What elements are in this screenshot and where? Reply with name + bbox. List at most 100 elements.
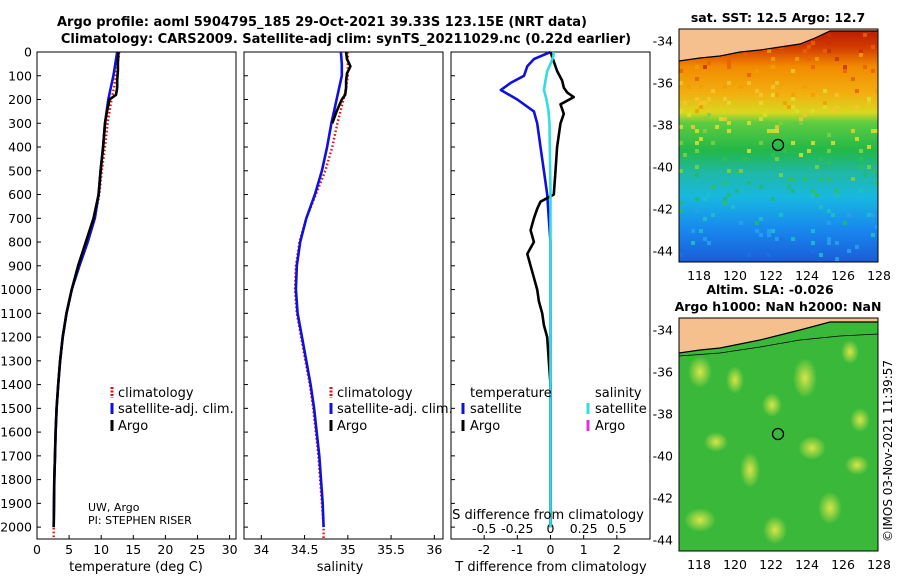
x-tick-label: 35 — [340, 542, 356, 557]
lon-tick-label: 122 — [759, 268, 783, 283]
lat-tick-label: -34 — [653, 34, 673, 49]
sst-land — [679, 29, 878, 61]
x-tick-label: 30 — [222, 542, 238, 557]
legend-label-argo: Argo — [118, 419, 148, 434]
temperature-axis-label: temperature (deg C) — [69, 560, 203, 575]
series-temperature-argo — [525, 51, 576, 528]
depth-axis: 0 100 200 300 400 500 600 700 800 900 1000 1100 1200… — [0, 45, 455, 535]
legend-header-temperature: temperature — [470, 386, 552, 401]
salinity-panel — [243, 51, 444, 540]
salinity-axis-label: salinity — [317, 560, 364, 575]
t-difference-axis-label: T difference from climatology — [454, 560, 647, 575]
lon-tick-label: 118 — [687, 268, 711, 283]
series-salinity-satellite — [542, 51, 556, 528]
sst-map-title: sat. SST: 12.5 Argo: 12.7 — [691, 10, 865, 25]
depth-tick-label: 0 — [24, 45, 32, 60]
depth-tick-label: 200 — [8, 92, 32, 107]
x-top-tick-label: -0.25 — [501, 521, 533, 536]
sla-map — [679, 318, 878, 551]
lon-tick-label: 124 — [795, 268, 819, 283]
depth-tick-label: 1400 — [0, 377, 32, 392]
lon-tick-label: 126 — [831, 268, 855, 283]
lat-tick-label: -38 — [653, 118, 673, 133]
difference-plot: -2 -1 0 1 2 -0.5 -0.25 0 0.25 0.5 — [472, 50, 627, 557]
temperature-panel — [36, 51, 237, 540]
sla-map-axes: -34 -36 -38 -40 -42 -44 118 120 122 124 126 128 — [653, 323, 891, 573]
credit-line1: UW, Argo — [88, 501, 140, 514]
lat-tick-label: -36 — [653, 365, 673, 380]
x-tick-label: 10 — [93, 542, 109, 557]
lat-tick-label: -44 — [653, 244, 673, 259]
series-argo — [331, 51, 352, 124]
depth-tick-label: 900 — [8, 258, 32, 273]
lon-tick-label: 118 — [687, 557, 711, 572]
legend-label-climatology: climatology — [118, 386, 194, 401]
lon-tick-label: 128 — [867, 557, 891, 572]
temperature-legend: climatology satellite-adj. clim. Argo — [110, 386, 234, 434]
legend-label-temp-argo: Argo — [470, 419, 500, 434]
depth-tick-label: 400 — [8, 140, 32, 155]
legend-label-satellite: satellite-adj. clim. — [118, 402, 234, 417]
depth-tick-label: 1700 — [0, 448, 32, 463]
difference-legend: temperature salinity satellite Argo sate… — [461, 386, 647, 434]
sla-argo-marker — [771, 427, 785, 441]
x-tick-label: 0 — [547, 542, 555, 557]
x-top-tick-label: 0 — [547, 521, 555, 536]
lon-tick-label: 122 — [759, 557, 783, 572]
sla-map-title-line2: Argo h1000: NaN h2000: NaN — [675, 299, 882, 314]
series-temperature-satellite — [499, 50, 552, 528]
x-top-tick-label: -0.5 — [472, 521, 496, 536]
x-tick-label: 0 — [33, 542, 41, 557]
x-tick-label: 25 — [190, 542, 206, 557]
depth-tick-label: 1100 — [0, 306, 32, 321]
depth-tick-label: 1600 — [0, 425, 32, 440]
series-climatology — [52, 51, 121, 539]
depth-tick-label: 1300 — [0, 353, 32, 368]
legend-label-sal-satellite: satellite — [595, 402, 647, 417]
x-tick-label: 35.5 — [377, 542, 405, 557]
sla-land — [679, 318, 878, 353]
depth-tick-label: 1500 — [0, 401, 32, 416]
lat-tick-label: -36 — [653, 76, 673, 91]
series-satellite-adj-clim- — [294, 51, 344, 528]
lon-tick-label: 128 — [867, 268, 891, 283]
credit-line2: PI: STEPHEN RISER — [88, 514, 192, 527]
lon-tick-label: 126 — [831, 557, 855, 572]
x-tick-label: -2 — [478, 542, 490, 557]
depth-tick-label: 800 — [8, 235, 32, 250]
x-top-tick-label: 0.25 — [570, 521, 598, 536]
lat-tick-label: -34 — [653, 323, 673, 338]
x-tick-label: 2 — [613, 542, 621, 557]
x-top-tick-label: 0.5 — [607, 521, 627, 536]
figure-title-line2: Climatology: CARS2009. Satellite-adj cli… — [61, 32, 631, 47]
x-tick-label: 34 — [253, 542, 269, 557]
lat-tick-label: -40 — [653, 449, 673, 464]
timestamp: ©IMOS 03-Nov-2021 11:39:57 — [881, 360, 895, 542]
x-tick-label: 36 — [426, 542, 442, 557]
salinity-legend: climatology satellite-adj. clim. Argo — [329, 386, 453, 434]
series-climatology — [293, 52, 349, 539]
depth-tick-label: 1200 — [0, 330, 32, 345]
legend-label-climatology: climatology — [337, 386, 413, 401]
salinity-plot: 34 34.5 35 35.5 36 — [253, 51, 442, 557]
depth-tick-label: 300 — [8, 116, 32, 131]
lon-tick-label: 120 — [723, 268, 747, 283]
lat-tick-label: -40 — [653, 160, 673, 175]
sst-argo-marker — [771, 138, 785, 152]
depth-tick-label: 1900 — [0, 496, 32, 511]
series-argo — [52, 51, 120, 528]
depth-tick-label: 1800 — [0, 472, 32, 487]
legend-label-sal-argo: Argo — [595, 419, 625, 434]
depth-tick-label: 500 — [8, 163, 32, 178]
x-tick-label: 15 — [125, 542, 141, 557]
legend-label-satellite: satellite-adj. clim. — [337, 402, 453, 417]
sla-map-title-line1: Altim. SLA: -0.026 — [706, 282, 834, 297]
depth-tick-label: 2000 — [0, 520, 32, 535]
legend-header-salinity: salinity — [595, 386, 642, 401]
depth-tick-label: 100 — [8, 68, 32, 83]
x-tick-label: 20 — [157, 542, 173, 557]
sst-map — [679, 29, 878, 262]
lon-tick-label: 124 — [795, 557, 819, 572]
x-tick-label: 34.5 — [291, 542, 319, 557]
